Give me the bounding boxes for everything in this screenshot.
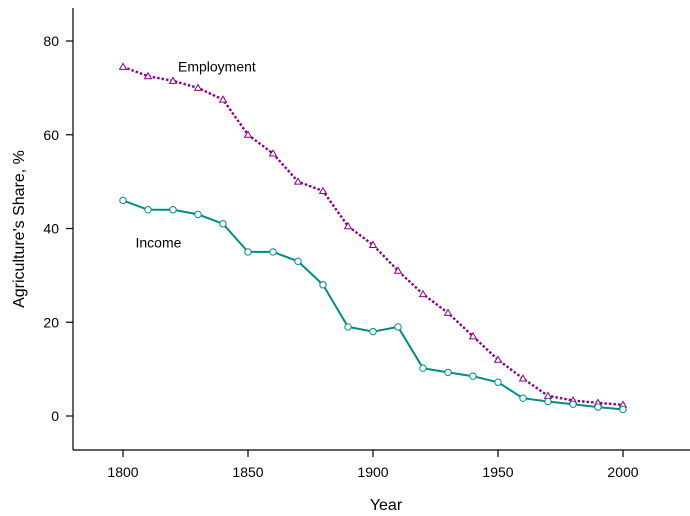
y-axis-title: Agriculture's Share, %	[11, 150, 28, 308]
employment-point	[318, 186, 328, 195]
x-tick-label: 2000	[607, 464, 638, 480]
income-point	[444, 368, 452, 377]
employment-point	[293, 177, 303, 185]
income-point	[469, 372, 477, 380]
income-point	[169, 206, 177, 214]
income-point	[269, 248, 277, 256]
income-point	[619, 405, 627, 414]
employment-point	[443, 308, 453, 316]
employment-series-line	[122, 65, 624, 406]
employment-point	[418, 289, 428, 298]
income-point	[244, 248, 252, 256]
series-lines	[122, 65, 624, 411]
y-tick-label: 60	[43, 127, 59, 143]
y-tick-label: 0	[51, 408, 59, 424]
income-point	[144, 206, 152, 214]
x-axis-title: Year	[370, 497, 403, 514]
income-point	[344, 323, 352, 331]
income-point	[594, 403, 602, 411]
x-tick-label: 1800	[107, 464, 138, 480]
income-point	[294, 257, 302, 266]
income-point	[319, 281, 327, 289]
x-tick-label: 1950	[482, 464, 513, 480]
ticks: 0 20 40 60 80 1800 1850 1900 1950 2000	[43, 33, 638, 480]
y-tick-label: 20	[43, 314, 59, 330]
employment-point	[168, 76, 178, 84]
income-point	[544, 397, 552, 406]
employment-point	[243, 130, 253, 138]
series-markers	[118, 62, 628, 414]
axes	[72, 8, 690, 451]
income-point	[369, 327, 377, 336]
employment-point	[193, 83, 203, 91]
income-point	[394, 323, 402, 331]
income-series-line	[122, 199, 624, 411]
x-tick-label: 1900	[357, 464, 388, 480]
employment-point	[218, 95, 228, 103]
employment-point	[543, 391, 553, 399]
employment-point	[268, 149, 278, 157]
income-point	[569, 400, 577, 408]
y-tick-label: 80	[43, 33, 59, 49]
income-point	[419, 364, 427, 372]
employment-point	[118, 62, 128, 70]
employment-point	[143, 71, 153, 80]
employment-point	[368, 240, 378, 248]
income-point	[194, 210, 202, 219]
employment-label: Employment	[178, 58, 256, 74]
income-point	[219, 220, 227, 228]
employment-point	[468, 331, 478, 340]
income-point	[494, 378, 502, 386]
employment-point	[518, 374, 528, 382]
x-tick-label: 1850	[232, 464, 263, 480]
income-point	[119, 196, 127, 205]
series-annotations: Employment Income	[136, 58, 256, 250]
employment-point	[393, 266, 403, 274]
income-point	[519, 394, 527, 402]
employment-point	[343, 221, 353, 230]
income-label: Income	[136, 234, 182, 250]
employment-point	[493, 355, 503, 363]
y-tick-label: 40	[43, 221, 59, 237]
